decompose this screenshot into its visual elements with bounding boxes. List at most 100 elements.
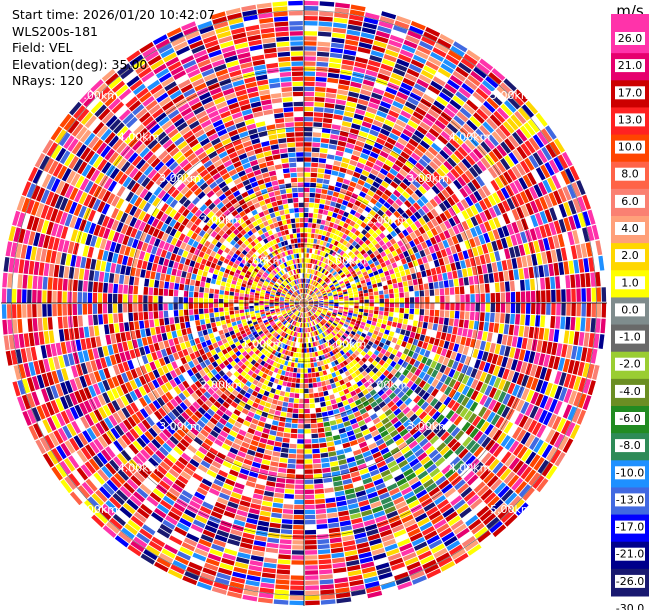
velocity-bin <box>460 260 467 269</box>
velocity-bin <box>348 307 354 311</box>
velocity-bin <box>430 360 438 369</box>
velocity-bin <box>592 364 600 380</box>
velocity-bin <box>549 398 558 413</box>
velocity-bin <box>291 382 296 388</box>
velocity-bin <box>304 464 313 469</box>
velocity-bin <box>304 217 309 223</box>
velocity-bin <box>310 167 318 173</box>
velocity-bin <box>400 258 407 265</box>
velocity-bin <box>560 316 566 330</box>
velocity-bin <box>378 314 383 320</box>
velocity-bin <box>391 348 398 356</box>
velocity-bin <box>414 220 422 229</box>
velocity-bin <box>320 314 325 318</box>
velocity-bin <box>511 165 522 179</box>
velocity-bin <box>398 252 405 260</box>
velocity-bin <box>304 142 312 147</box>
velocity-bin <box>305 283 307 288</box>
velocity-bin <box>304 424 311 429</box>
velocity-bin <box>324 304 329 306</box>
velocity-bin <box>479 125 491 137</box>
velocity-bin <box>366 64 380 73</box>
velocity-bin <box>320 289 326 293</box>
velocity-bin <box>305 545 317 550</box>
velocity-bin <box>570 424 581 440</box>
velocity-bin <box>419 121 431 131</box>
velocity-bin <box>543 411 553 426</box>
velocity-bin <box>548 159 560 174</box>
velocity-bin <box>562 438 574 453</box>
velocity-bin <box>374 339 380 346</box>
velocity-bin <box>591 287 597 302</box>
velocity-bin <box>360 321 366 326</box>
velocity-bin <box>546 446 557 462</box>
velocity-bin <box>536 340 543 353</box>
velocity-bin <box>279 457 288 463</box>
velocity-bin <box>392 283 398 289</box>
velocity-bin <box>33 332 40 346</box>
velocity-bin <box>305 550 318 555</box>
velocity-bin <box>307 332 310 338</box>
velocity-bin <box>351 176 359 183</box>
velocity-bin <box>187 444 198 454</box>
velocity-bin <box>304 358 308 363</box>
velocity-bin <box>329 456 338 462</box>
velocity-bin <box>369 185 378 193</box>
velocity-bin <box>496 189 506 202</box>
velocity-bin <box>582 227 590 242</box>
velocity-bin <box>347 24 362 32</box>
velocity-bin <box>348 91 360 98</box>
velocity-bin <box>307 263 310 269</box>
velocity-bin <box>416 198 425 208</box>
velocity-bin <box>333 281 339 286</box>
velocity-bin <box>516 206 525 219</box>
velocity-bin <box>317 168 325 174</box>
velocity-bin <box>321 282 326 286</box>
velocity-bin <box>197 330 204 338</box>
velocity-bin <box>449 99 462 110</box>
velocity-bin <box>313 254 317 259</box>
velocity-bin <box>386 197 395 206</box>
velocity-bin <box>384 270 390 277</box>
velocity-bin <box>293 509 304 515</box>
velocity-bin <box>466 218 474 229</box>
velocity-bin <box>315 407 322 413</box>
velocity-bin <box>547 236 555 250</box>
velocity-bin <box>419 140 430 150</box>
velocity-bin <box>285 483 295 489</box>
velocity-bin <box>330 217 336 223</box>
velocity-bin <box>390 72 404 82</box>
velocity-bin <box>485 303 490 312</box>
velocity-bin <box>259 305 264 308</box>
velocity-bin <box>513 245 521 257</box>
velocity-bin <box>432 171 442 181</box>
velocity-bin <box>415 303 420 309</box>
velocity-bin <box>551 289 556 302</box>
velocity-bin <box>400 270 406 277</box>
velocity-bin <box>210 317 216 323</box>
velocity-bin <box>465 154 476 166</box>
velocity-bin <box>313 305 318 307</box>
velocity-bin <box>512 149 523 162</box>
velocity-bin <box>304 301 308 303</box>
velocity-bin <box>405 174 415 183</box>
velocity-bin <box>331 124 341 130</box>
velocity-bin <box>503 421 514 434</box>
velocity-bin <box>288 402 294 408</box>
velocity-bin <box>313 264 317 270</box>
velocity-bin <box>307 284 310 289</box>
velocity-bin <box>337 454 346 461</box>
velocity-bin <box>164 317 170 325</box>
velocity-bin <box>281 524 293 530</box>
velocity-bin <box>323 179 330 185</box>
velocity-bin <box>448 388 457 399</box>
velocity-bin <box>319 574 333 580</box>
velocity-bin <box>328 261 333 267</box>
velocity-bin <box>382 221 390 229</box>
velocity-bin <box>308 305 313 308</box>
velocity-bin <box>408 285 414 292</box>
velocity-bin <box>347 251 354 257</box>
velocity-bin <box>304 494 315 500</box>
velocity-bin <box>327 291 332 294</box>
velocity-bin <box>314 397 320 403</box>
